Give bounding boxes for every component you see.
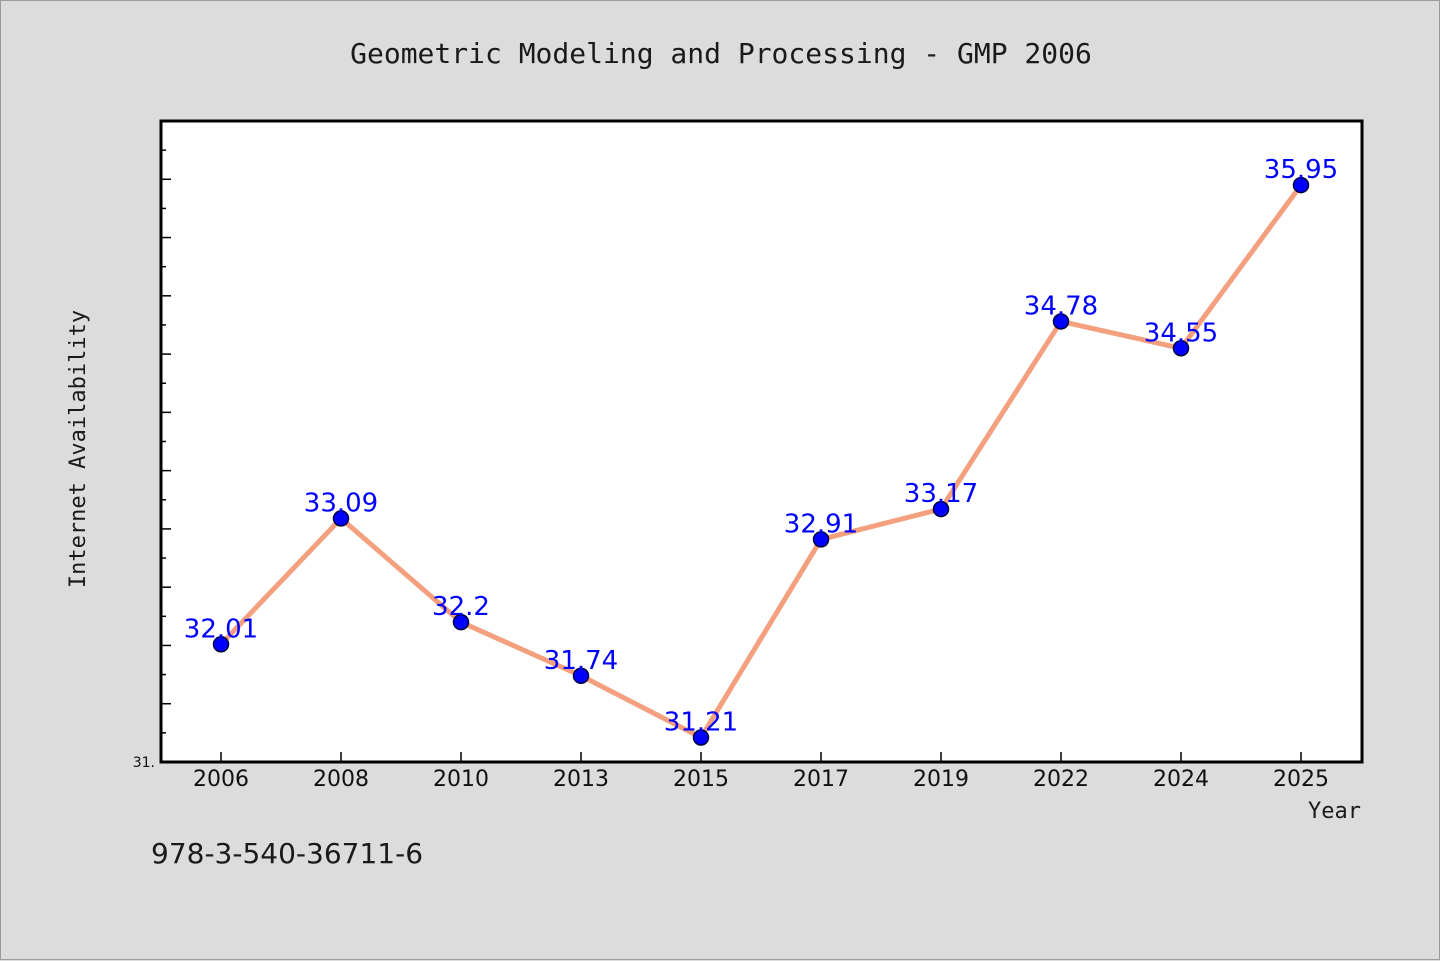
isbn-footnote: 978-3-540-36711-6 (151, 837, 423, 870)
data-label: 32.91 (784, 509, 858, 539)
data-label: 33.17 (904, 479, 978, 509)
y-axis-ticks: 31. (133, 120, 171, 771)
x-axis-title: Year (1308, 799, 1361, 824)
data-label: 32.2 (432, 592, 490, 622)
data-label: 33.09 (304, 488, 378, 518)
data-point (932, 500, 950, 518)
chart-title: Geometric Modeling and Processing - GMP … (350, 37, 1092, 70)
plot-area (159, 119, 1364, 764)
data-label: 31.21 (664, 708, 738, 738)
x-tick-label: 2019 (913, 767, 969, 792)
x-tick-label: 2022 (1033, 767, 1089, 792)
data-point (1172, 340, 1190, 357)
data-label: 35.95 (1264, 155, 1338, 185)
x-tick-label: 2013 (553, 767, 609, 792)
series-layer: 32.01 33.09 32.2 31.74 31.21 32.91 33.17 34.78 3… (184, 155, 1338, 746)
x-tick-label: 2024 (1153, 767, 1209, 792)
data-point (1052, 313, 1070, 330)
data-point (452, 613, 470, 631)
x-tick-label: 2008 (313, 767, 369, 792)
data-label: 31.74 (544, 646, 618, 676)
data-label: 34.55 (1144, 318, 1218, 348)
data-point (812, 531, 830, 548)
x-tick-label: 2015 (673, 767, 729, 792)
x-tick-label: 2006 (193, 767, 249, 792)
x-tick-label: 2017 (793, 767, 849, 792)
x-tick-label: 2025 (1273, 767, 1329, 792)
data-point (212, 636, 230, 653)
data-point (692, 729, 710, 746)
series-line (218, 182, 1304, 741)
data-point (332, 510, 350, 527)
data-point (572, 667, 590, 685)
x-tick-label: 2010 (433, 767, 489, 792)
data-point (1292, 176, 1310, 194)
y-tick-label: 31. (133, 755, 155, 771)
y-axis-title: Internet Availability (66, 310, 91, 588)
data-label: 34.78 (1024, 291, 1098, 321)
x-axis-ticks: 2006 2008 2010 2013 2015 2017 2019 2022 2024 2025 (193, 752, 1329, 792)
data-label: 32.01 (184, 614, 258, 644)
